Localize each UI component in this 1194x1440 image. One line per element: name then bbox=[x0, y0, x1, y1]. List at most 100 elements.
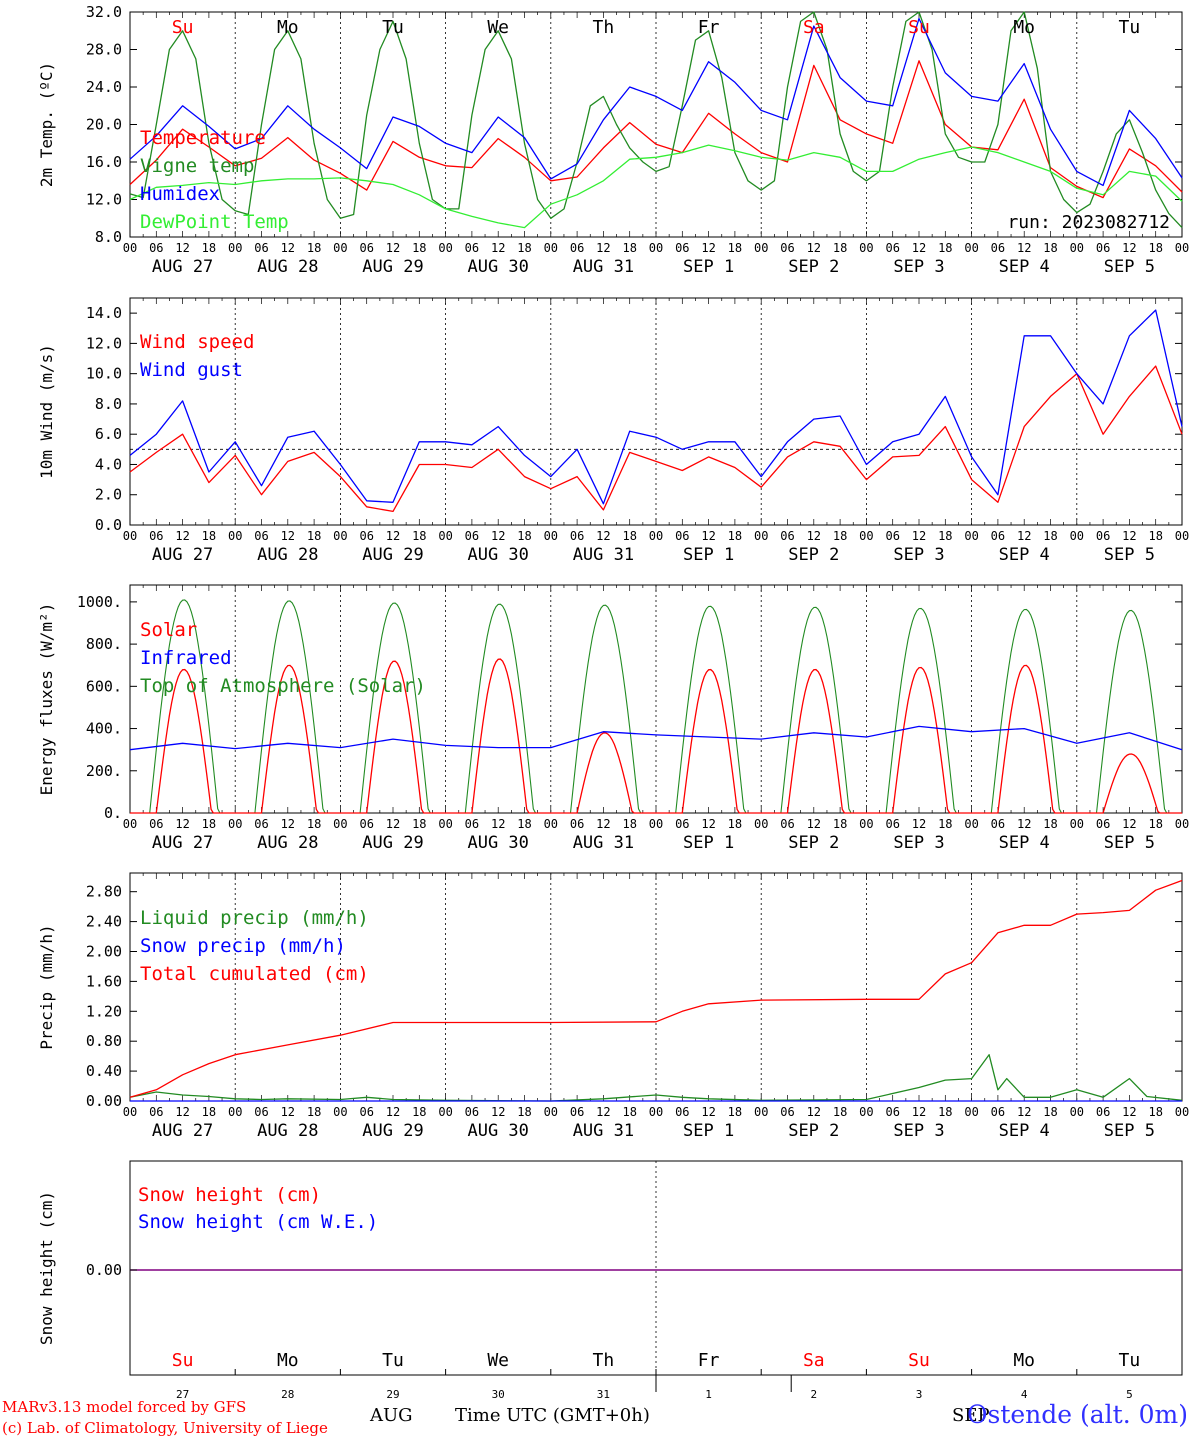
x-axis-caption: Time UTC (GMT+0h) bbox=[455, 1405, 650, 1426]
weekday-label: Su bbox=[172, 1350, 194, 1371]
y-tick-label: 0.00 bbox=[86, 1261, 122, 1279]
x-hour-label: 12 bbox=[1017, 1105, 1031, 1119]
y-tick-label: 1.60 bbox=[86, 972, 122, 990]
x-hour-label: 18 bbox=[1043, 817, 1057, 831]
x-date-label: AUG 31 bbox=[573, 545, 634, 565]
x-hour-label: 06 bbox=[991, 241, 1005, 255]
x-hour-label: 18 bbox=[622, 817, 636, 831]
x-hour-label: 18 bbox=[1148, 817, 1162, 831]
y-tick-label: 24.0 bbox=[86, 78, 122, 96]
x-hour-label: 18 bbox=[938, 1105, 952, 1119]
x-hour-label: 12 bbox=[491, 241, 505, 255]
panel-energy: Energy fluxes (W/m²) 0. 200. 400. 600. 800. 10… bbox=[37, 584, 1189, 853]
x-date-label: SEP 1 bbox=[683, 833, 734, 853]
x-hour-label: 06 bbox=[149, 817, 163, 831]
y-tick-label: 8.0 bbox=[95, 395, 122, 413]
x-hour-label: 12 bbox=[807, 529, 821, 543]
x-hour-label: 18 bbox=[412, 241, 426, 255]
x-hour-label: 12 bbox=[701, 529, 715, 543]
x-hour-label: 18 bbox=[1148, 241, 1162, 255]
x-hour-label: 18 bbox=[307, 817, 321, 831]
series-infrared bbox=[129, 725, 1183, 751]
x-hour-label: 18 bbox=[728, 1105, 742, 1119]
panel-wind: 10m Wind (m/s) 0.0 2.0 4.0 6.0 8.0 10.0 12.0 14.… bbox=[37, 297, 1189, 565]
x-hour-label: 00 bbox=[964, 817, 978, 831]
x-hour-label: 18 bbox=[307, 529, 321, 543]
y-tick-label: 800. bbox=[86, 635, 122, 653]
x-date-label: SEP 3 bbox=[893, 545, 944, 565]
x-date-label: SEP 5 bbox=[1104, 1121, 1155, 1141]
x-date-label: AUG 30 bbox=[467, 833, 528, 853]
x-hour-label: 06 bbox=[1096, 817, 1110, 831]
x-hour-label: 18 bbox=[833, 1105, 847, 1119]
x-date-label: AUG 30 bbox=[467, 257, 528, 277]
x-hour-label: 12 bbox=[596, 1105, 610, 1119]
x-hour-label: 18 bbox=[517, 817, 531, 831]
x-hour-label: 06 bbox=[359, 817, 373, 831]
series-wind-gust bbox=[129, 309, 1183, 505]
y-tick-label: 28.0 bbox=[86, 41, 122, 59]
day-number-label: 2 bbox=[810, 1388, 817, 1401]
x-date-label: SEP 5 bbox=[1104, 833, 1155, 853]
x-hour-label: 06 bbox=[465, 1105, 479, 1119]
x-hour-label: 00 bbox=[859, 529, 873, 543]
x-hour-label: 00 bbox=[228, 1105, 242, 1119]
x-date-label: SEP 2 bbox=[788, 1121, 839, 1141]
x-hour-label: 06 bbox=[359, 529, 373, 543]
x-hour-label: 06 bbox=[991, 817, 1005, 831]
weekday-label: Su bbox=[908, 17, 930, 38]
x-hour-label: 00 bbox=[123, 1105, 137, 1119]
x-hour-label: 12 bbox=[1122, 529, 1136, 543]
x-date-label: SEP 3 bbox=[893, 257, 944, 277]
x-hour-label: 18 bbox=[517, 529, 531, 543]
x-date-label: SEP 4 bbox=[999, 257, 1050, 277]
x-hour-label: 06 bbox=[254, 241, 268, 255]
y-tick-label: 8.0 bbox=[95, 228, 122, 246]
series-liquid-precip-mm-h bbox=[129, 1054, 1183, 1102]
day-number-label: 3 bbox=[916, 1388, 923, 1401]
x-hour-label: 00 bbox=[649, 529, 663, 543]
x-hour-label: 12 bbox=[701, 241, 715, 255]
x-hour-label: 06 bbox=[675, 529, 689, 543]
lab-credit: (c) Lab. of Climatology, University of L… bbox=[2, 1419, 328, 1437]
x-hour-label: 12 bbox=[281, 529, 295, 543]
legend-entry: Top of Atmosphere (Solar) bbox=[140, 675, 426, 697]
x-hour-label: 18 bbox=[622, 529, 636, 543]
x-date-label: AUG 31 bbox=[573, 257, 634, 277]
legend-entry: Vigne temp bbox=[140, 155, 254, 177]
x-hour-label: 00 bbox=[754, 817, 768, 831]
weekday-label: Su bbox=[908, 1350, 930, 1371]
day-number-label: 29 bbox=[386, 1388, 399, 1401]
x-hour-label: 12 bbox=[912, 529, 926, 543]
weekday-label: Th bbox=[593, 17, 615, 38]
x-date-label: AUG 30 bbox=[467, 1121, 528, 1141]
y-tick-label: 12.0 bbox=[86, 334, 122, 352]
weekday-label: Mo bbox=[1013, 1350, 1035, 1371]
model-credit: MARv3.13 model forced by GFS bbox=[2, 1398, 247, 1416]
x-hour-label: 06 bbox=[149, 1105, 163, 1119]
x-hour-label: 18 bbox=[412, 1105, 426, 1119]
x-hour-label: 12 bbox=[1122, 1105, 1136, 1119]
day-number-label: 31 bbox=[597, 1388, 610, 1401]
x-hour-label: 12 bbox=[1017, 529, 1031, 543]
x-hour-label: 00 bbox=[333, 1105, 347, 1119]
x-hour-label: 00 bbox=[754, 241, 768, 255]
x-hour-label: 12 bbox=[281, 1105, 295, 1119]
y-tick-label: 10.0 bbox=[86, 365, 122, 383]
y-tick-label: 4.0 bbox=[95, 455, 122, 473]
x-hour-label: 18 bbox=[938, 241, 952, 255]
x-hour-label: 18 bbox=[202, 241, 216, 255]
x-hour-label: 00 bbox=[754, 1105, 768, 1119]
x-hour-label: 00 bbox=[333, 241, 347, 255]
y-tick-label: 2.00 bbox=[86, 942, 122, 960]
x-hour-label: 00 bbox=[1175, 241, 1189, 255]
x-hour-label: 12 bbox=[175, 529, 189, 543]
y-tick-label: 2.40 bbox=[86, 913, 122, 931]
x-date-label: SEP 5 bbox=[1104, 545, 1155, 565]
x-hour-label: 06 bbox=[780, 529, 794, 543]
y-tick-label: 1000. bbox=[77, 593, 122, 611]
weekday-label: Mo bbox=[1013, 17, 1035, 38]
y-tick-label: 6.0 bbox=[95, 425, 122, 443]
x-hour-label: 12 bbox=[491, 529, 505, 543]
x-hour-label: 00 bbox=[859, 817, 873, 831]
